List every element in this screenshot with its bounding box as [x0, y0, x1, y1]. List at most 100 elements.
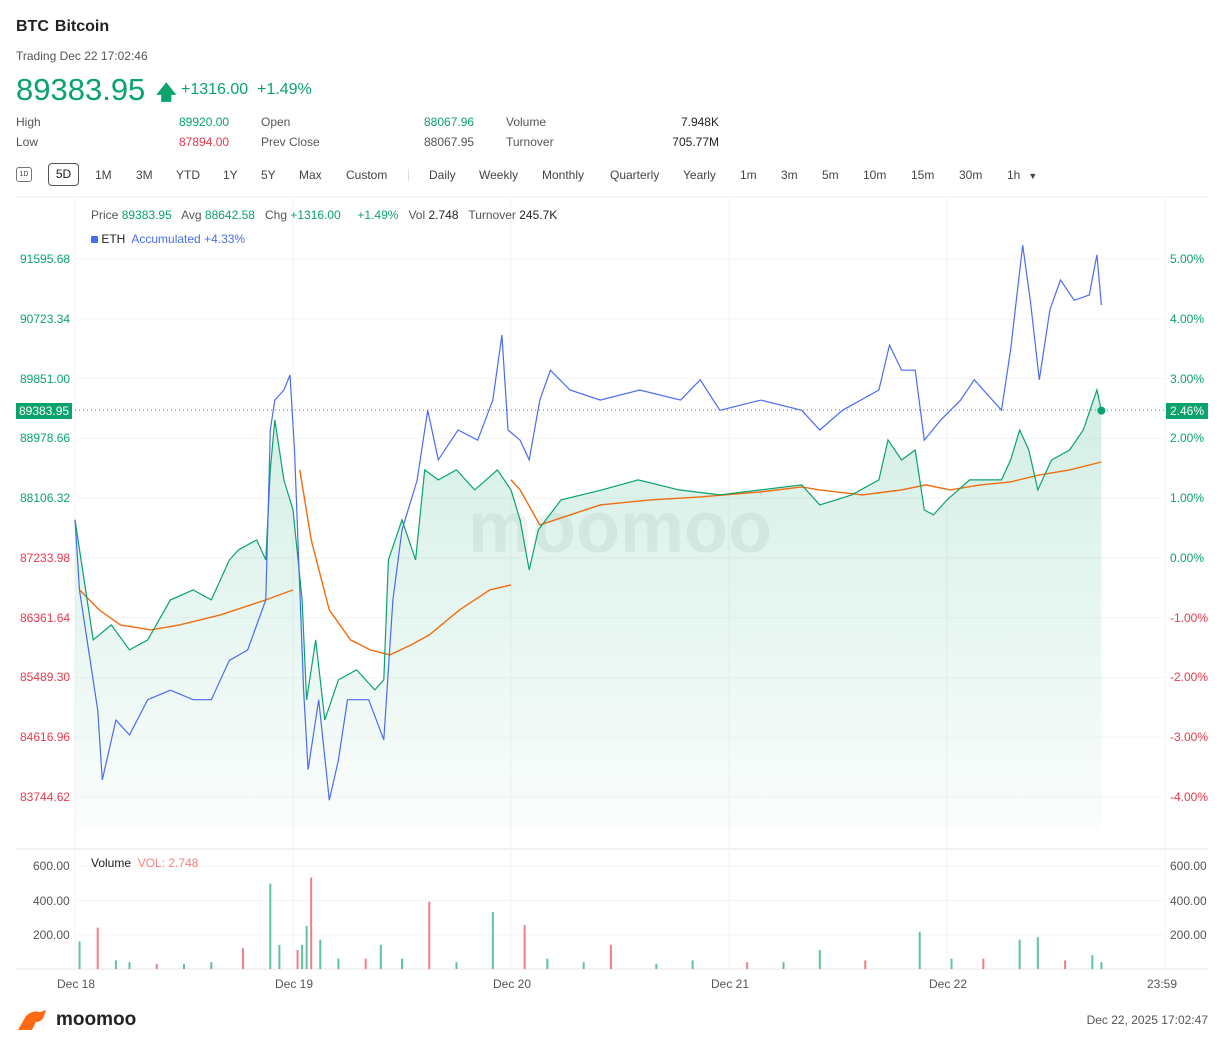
y-tick-right: 4.00% [1170, 311, 1205, 326]
volume-bar [523, 925, 526, 969]
stat-label-turnover: Turnover [506, 135, 554, 149]
x-tick-label: 23:59 [1147, 977, 1178, 991]
period-monthly-button[interactable]: Monthly [542, 168, 585, 182]
range-1m-button[interactable]: 1M [95, 168, 112, 182]
range-3m-button[interactable]: 3M [136, 168, 153, 182]
compare-legend[interactable]: ETH Accumulated +4.33% [91, 232, 245, 246]
volume-tick: 200.00 [1170, 928, 1207, 942]
volume-bar [428, 901, 431, 969]
volume-bar [1091, 955, 1094, 969]
page-title: BTC Bitcoin [16, 18, 115, 36]
period-3m-button[interactable]: 3m [781, 168, 798, 182]
trading-time: Trading Dec 22 17:02:46 [16, 49, 148, 63]
period-quarterly-button[interactable]: Quarterly [610, 168, 660, 182]
volume-bar [319, 939, 322, 969]
period-15m-button[interactable]: 15m [911, 168, 935, 182]
range-5d-button[interactable]: 5D [48, 163, 79, 186]
y-tick-right: 3.00% [1170, 371, 1205, 386]
volume-bar [337, 958, 340, 969]
volume-tick: 200.00 [33, 928, 70, 942]
period-5m-button[interactable]: 5m [822, 168, 839, 182]
volume-bar [183, 963, 185, 969]
volume-bar [242, 948, 245, 969]
volume-bar [655, 963, 658, 969]
stat-value-turnover: 705.77M [672, 135, 719, 149]
volume-bar [782, 962, 785, 969]
eth-percent-line [74, 245, 1102, 801]
y-tick-left: 91595.68 [20, 252, 71, 266]
y-tick-right: -4.00% [1170, 790, 1209, 804]
volume-bar [210, 962, 213, 969]
volume-bar [379, 944, 382, 969]
volume-tick: 400.00 [33, 893, 70, 908]
stat-label-volume: Volume [506, 115, 547, 129]
symbol: BTC [16, 18, 49, 35]
moomoo-logo: moomoo [16, 1008, 136, 1037]
period-10m-button[interactable]: 10m [863, 168, 887, 182]
period-1m-button[interactable]: 1m [740, 168, 757, 182]
period-daily-button[interactable]: Daily [429, 168, 456, 182]
x-tick-label: Dec 22 [929, 977, 968, 991]
current-price-tag: 89383.95 [16, 403, 73, 419]
info-price: 89383.95 [121, 208, 172, 222]
range-max-button[interactable]: Max [299, 168, 322, 182]
compare-accumulated: Accumulated +4.33% [131, 232, 246, 246]
x-tick-label: Dec 18 [57, 977, 96, 991]
x-tick-label: Dec 19 [275, 977, 314, 991]
volume-bar [918, 931, 921, 969]
stat-label-open: Open [261, 115, 291, 129]
volume-bar [609, 944, 612, 969]
y-tick-left: 87233.98 [20, 550, 71, 565]
volume-bar [691, 960, 694, 969]
stat-value-open: 88067.96 [424, 115, 475, 129]
range-1y-button[interactable]: 1Y [223, 168, 238, 182]
info-avg-label: Avg [181, 208, 202, 222]
stat-label-prev-close: Prev Close [261, 135, 320, 149]
period-1h-dropdown[interactable]: 1h ▼ [1007, 168, 1037, 182]
y-tick-right: 2.00% [1170, 431, 1205, 446]
info-avg: 88642.58 [204, 208, 255, 222]
info-turnover-label: Turnover [468, 208, 516, 222]
info-vol: 2.748 [428, 208, 459, 222]
period-yearly-button[interactable]: Yearly [683, 168, 716, 182]
volume-bar [982, 958, 985, 969]
info-price-label: Price [91, 208, 119, 222]
x-tick-label: Dec 20 [493, 977, 532, 991]
y-tick-right: -2.00% [1170, 670, 1209, 685]
volume-bar [310, 877, 313, 969]
info-chg-label: Chg [264, 208, 287, 222]
current-point-marker [1097, 406, 1106, 415]
one-day-button[interactable]: 1D [16, 167, 32, 182]
range-ytd-button[interactable]: YTD [176, 168, 200, 182]
period-weekly-button[interactable]: Weekly [479, 168, 519, 182]
volume-bar [546, 958, 549, 969]
volume-bar [818, 950, 821, 969]
toolbar-divider [408, 169, 409, 181]
volume-bar [746, 962, 749, 969]
price-change: +1316.00 [181, 81, 249, 98]
volume-bar [401, 958, 403, 969]
volume-bar [1100, 962, 1103, 969]
volume-bar [78, 941, 81, 969]
stat-label-low: Low [16, 135, 39, 149]
y-tick-right: -1.00% [1170, 610, 1209, 625]
price-change-percent: +1.49% [257, 81, 312, 98]
info-chg: +1316.00 [290, 208, 341, 222]
volume-bar [1018, 939, 1021, 969]
last-price: 89383.95 [16, 72, 146, 107]
range-5y-button[interactable]: 5Y [261, 168, 276, 182]
y-tick-right: 0.00% [1170, 550, 1205, 565]
chevron-down-icon: ▼ [1028, 171, 1038, 181]
volume-bar [296, 950, 299, 969]
volume-tick: 600.00 [33, 859, 70, 873]
y-tick-left: 88106.32 [20, 491, 71, 506]
period-30m-button[interactable]: 30m [959, 168, 983, 182]
volume-bar [1064, 960, 1067, 969]
y-tick-left: 89851.00 [20, 371, 71, 386]
volume-bar [455, 962, 458, 969]
volume-bar [491, 912, 494, 969]
price-area-fill [75, 389, 1102, 830]
info-bar: Price 89383.95 Avg 88642.58 Chg +1316.00… [91, 208, 557, 222]
range-custom-button[interactable]: Custom [346, 168, 388, 182]
